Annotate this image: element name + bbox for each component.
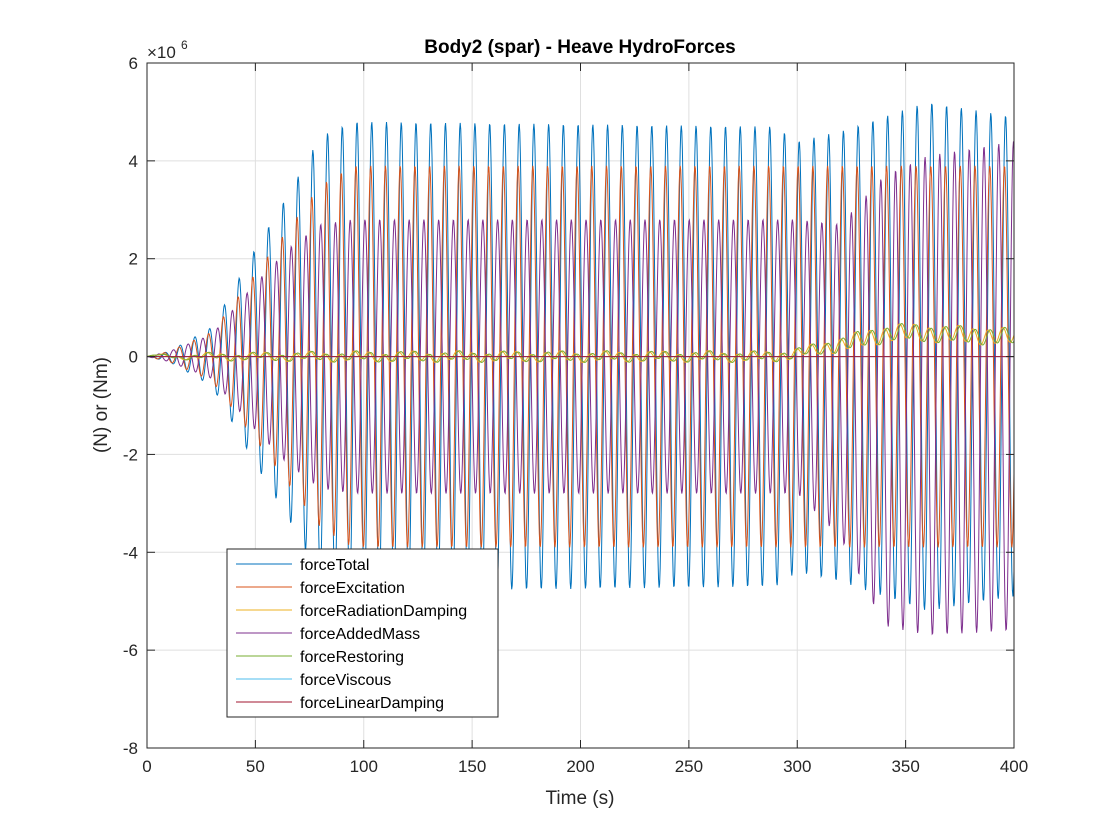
series-line-forceTotal — [147, 103, 1014, 610]
legend-label-forceLinearDamping: forceLinearDamping — [300, 695, 444, 712]
legend-label-forceRestoring: forceRestoring — [300, 649, 404, 666]
series-line-forceExcitation — [147, 165, 1014, 548]
y-tick-label: -2 — [123, 445, 138, 464]
y-axis-label: (N) or (Nm) — [91, 357, 112, 453]
series-line-forceRestoring — [147, 323, 1014, 363]
x-tick-label: 50 — [246, 757, 265, 776]
x-tick-label: 250 — [675, 757, 703, 776]
y-tick-label: 2 — [129, 250, 138, 269]
chart-title: Body2 (spar) - Heave HydroForces — [424, 37, 736, 58]
x-tick-label: 200 — [566, 757, 594, 776]
series-line-forceRadiationDamping — [147, 323, 1014, 363]
y-exponent-power: 6 — [181, 38, 188, 52]
series-group — [147, 103, 1014, 636]
y-tick-label: 0 — [129, 348, 138, 367]
x-tick-label: 0 — [142, 757, 151, 776]
y-exponent-label: ×10 6 — [147, 38, 188, 62]
x-tick-label: 350 — [891, 757, 919, 776]
legend-label-forceTotal: forceTotal — [300, 557, 369, 574]
y-tick-label: 4 — [129, 152, 138, 171]
plot-lines — [147, 103, 1014, 636]
legend-label-forceExcitation: forceExcitation — [300, 580, 405, 597]
ticks: 0 50 100 150 200 250 300 350 400 -8 -6 -4 -2 0 2 4 6 — [123, 54, 1028, 776]
y-tick-label: 6 — [129, 54, 138, 73]
y-exponent-base: ×10 — [147, 43, 176, 62]
x-tick-label: 150 — [458, 757, 486, 776]
y-tick-label: -4 — [123, 543, 138, 562]
legend: forceTotal forceExcitation forceRadiationD… — [226, 548, 499, 718]
y-tick-label: -6 — [123, 641, 138, 660]
x-tick-label: 400 — [1000, 757, 1028, 776]
x-axis-label: Time (s) — [546, 788, 615, 809]
legend-label-forceAddedMass: forceAddedMass — [300, 626, 420, 643]
legend-label-forceRadiationDamping: forceRadiationDamping — [300, 603, 467, 620]
x-tick-label: 300 — [783, 757, 811, 776]
x-tick-label: 100 — [350, 757, 378, 776]
legend-label-forceViscous: forceViscous — [300, 672, 391, 689]
y-tick-label: -8 — [123, 739, 138, 758]
series-line-forceAddedMass — [147, 141, 1014, 636]
